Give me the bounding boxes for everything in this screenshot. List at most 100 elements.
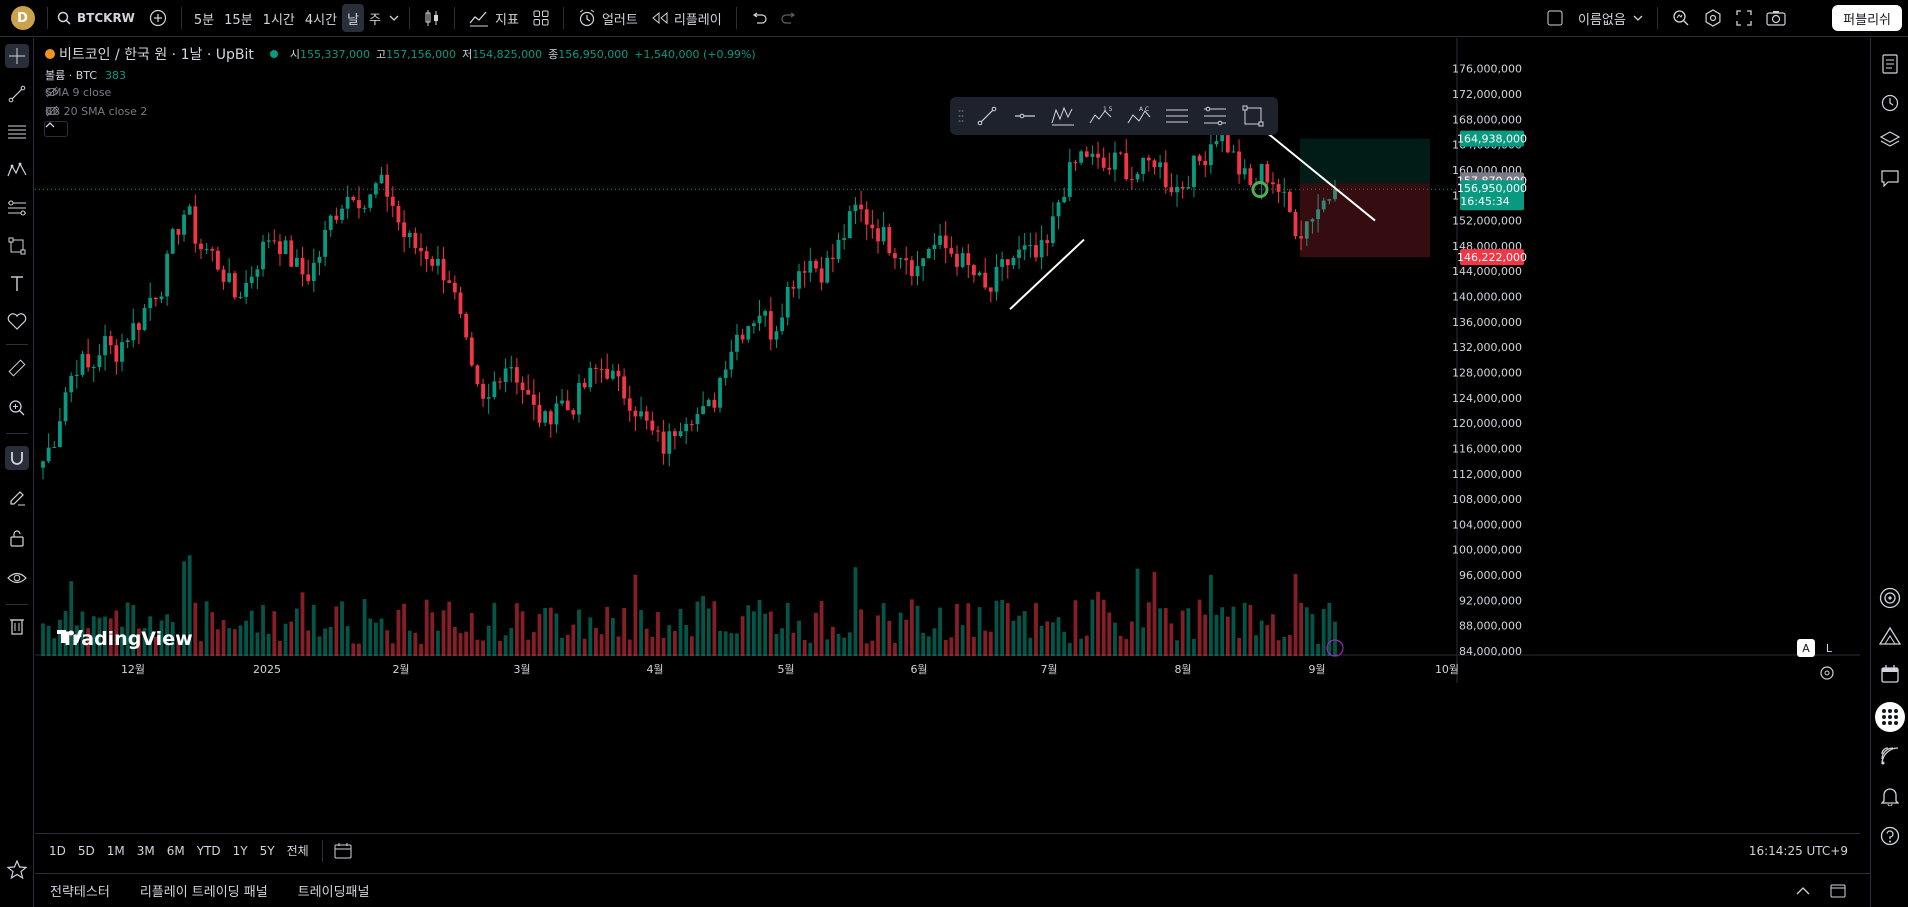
compare-symbol-button[interactable]	[142, 0, 174, 36]
indicators-button[interactable]: 지표	[462, 0, 526, 36]
chat-icon[interactable]	[1878, 166, 1902, 190]
compass-icon[interactable]	[1878, 586, 1902, 610]
chart-type-button[interactable]	[417, 0, 447, 36]
pitchfork-icon[interactable]	[1048, 101, 1078, 131]
eye-icon[interactable]	[5, 566, 29, 590]
rectangle-icon[interactable]	[1238, 101, 1268, 131]
interval-button[interactable]: 15분	[224, 12, 253, 28]
help-icon[interactable]	[1878, 824, 1902, 848]
prediction-tools-icon[interactable]	[5, 196, 29, 220]
range-button[interactable]: 6M	[166, 843, 185, 858]
trash-icon[interactable]	[5, 614, 29, 638]
candle-body	[131, 323, 136, 341]
replay-button[interactable]: 리플레이	[645, 0, 729, 36]
drag-handle-icon[interactable]	[958, 109, 966, 123]
interval-button[interactable]: 주	[369, 12, 382, 28]
layouts-grid-button[interactable]	[526, 0, 556, 36]
utc-clock[interactable]: 16:14:25 UTC+9	[1748, 843, 1848, 858]
bottom-panel-tab[interactable]: 트레이딩패널	[297, 885, 370, 900]
settings-gear-icon[interactable]	[1697, 4, 1729, 32]
fullscreen-icon[interactable]	[1729, 4, 1759, 32]
signal-icon[interactable]	[1878, 744, 1902, 768]
zoom-in-icon[interactable]	[5, 396, 29, 420]
interval-button[interactable]: 4시간	[304, 12, 338, 28]
pattern-icon[interactable]	[5, 158, 29, 182]
notifications-bell-icon[interactable]	[1878, 784, 1902, 808]
undo-button[interactable]	[744, 0, 774, 36]
trendline-icon[interactable]	[5, 82, 29, 106]
quick-search-icon[interactable]	[1665, 4, 1697, 32]
publish-button[interactable]: 퍼블리쉬	[1832, 5, 1902, 31]
calendar-icon[interactable]	[1878, 662, 1902, 686]
candle-body	[199, 243, 203, 250]
bottom-panel-tab[interactable]: 리플레이 트레이딩 패널	[139, 885, 268, 900]
range-button[interactable]: 1M	[106, 843, 125, 858]
interval-button[interactable]: 1시간	[262, 12, 295, 28]
text-tool-icon[interactable]	[5, 272, 29, 296]
apps-grid-icon[interactable]	[1875, 702, 1905, 732]
ruler-icon[interactable]	[5, 356, 29, 380]
range-button[interactable]: 전체	[286, 844, 309, 858]
chevron-down-icon[interactable]	[1626, 4, 1650, 32]
symbol-search-button[interactable]: BTCKRW	[55, 0, 142, 36]
price-chart[interactable]: 176,000,000172,000,000168,000,000164,000…	[35, 38, 1860, 833]
auto-scale-button[interactable]: A	[1797, 639, 1815, 657]
user-avatar[interactable]: D	[10, 6, 35, 30]
range-button[interactable]: 1Y	[232, 843, 248, 858]
candle-body	[1248, 168, 1253, 186]
maximize-panel-icon[interactable]	[1830, 884, 1846, 898]
abc-wave-icon[interactable]: A C	[1124, 101, 1154, 131]
alert-button[interactable]: 얼러트	[571, 0, 645, 36]
rectangle-icon[interactable]	[5, 234, 29, 258]
volume-bar	[876, 615, 880, 656]
interval-button[interactable]: 날	[342, 4, 365, 32]
layers-icon[interactable]	[1878, 128, 1902, 152]
range-button[interactable]: 1D	[49, 843, 66, 858]
bottom-panel-tab[interactable]: 전략테스터	[50, 885, 110, 900]
sma-legend[interactable]: SMA 9 close	[45, 86, 119, 99]
layout-name[interactable]: 이름없음	[1578, 12, 1626, 28]
symbol-legend[interactable]: 비트코인 / 한국 원 · 1날 · UpBit 시 155,337,000 고…	[45, 44, 756, 64]
volume-bar	[729, 633, 734, 656]
camera-icon[interactable]	[1759, 4, 1793, 32]
log-scale-button[interactable]: L	[1825, 641, 1833, 655]
price-range-icon[interactable]	[1162, 101, 1192, 131]
interval-dropdown-button[interactable]	[386, 0, 402, 36]
collapse-legend-button[interactable]	[44, 121, 68, 137]
candle-body	[402, 222, 406, 238]
chevron-up-icon[interactable]	[1796, 886, 1810, 895]
volume-bar	[86, 628, 91, 656]
fib-retracement-icon[interactable]	[5, 120, 29, 144]
drawing-mode-icon[interactable]	[5, 486, 29, 510]
parallel-channel-icon[interactable]	[1200, 101, 1230, 131]
range-button[interactable]: 3M	[136, 843, 155, 858]
lock-icon[interactable]	[5, 526, 29, 550]
candle-body	[1124, 153, 1129, 180]
horizontal-ray-icon[interactable]	[1010, 101, 1040, 131]
crosshair-icon[interactable]	[5, 44, 29, 68]
chart-pane[interactable]: 176,000,000172,000,000168,000,000164,000…	[35, 38, 1860, 683]
volume-legend[interactable]: 볼륨 · BTC 383	[45, 67, 126, 83]
range-button[interactable]: 5Y	[259, 843, 275, 858]
candle-body	[108, 336, 113, 346]
watchlist-icon[interactable]	[1878, 52, 1902, 76]
range-button[interactable]: YTD	[196, 843, 221, 858]
elliott-wave-icon[interactable]: 1 5	[1086, 101, 1116, 131]
candle-body	[232, 273, 237, 298]
trendline-icon[interactable]	[972, 101, 1002, 131]
date-range-calendar-icon[interactable]	[334, 842, 352, 859]
ideas-icon[interactable]	[1878, 624, 1902, 648]
candle-body	[1079, 151, 1084, 163]
redo-button[interactable]	[774, 0, 804, 36]
heart-icon[interactable]	[5, 310, 29, 334]
bb-legend[interactable]: BB 20 SMA close 2	[45, 105, 155, 118]
star-icon[interactable]	[5, 858, 29, 882]
candle-body	[1186, 187, 1191, 189]
candle-body	[458, 292, 463, 315]
layout-checkbox-icon[interactable]	[1540, 4, 1570, 32]
range-button[interactable]: 5D	[77, 843, 95, 858]
alerts-clock-icon[interactable]	[1878, 90, 1902, 114]
interval-button[interactable]: 5분	[193, 12, 215, 28]
magnet-icon[interactable]	[5, 446, 29, 470]
candle-body	[1321, 200, 1326, 210]
